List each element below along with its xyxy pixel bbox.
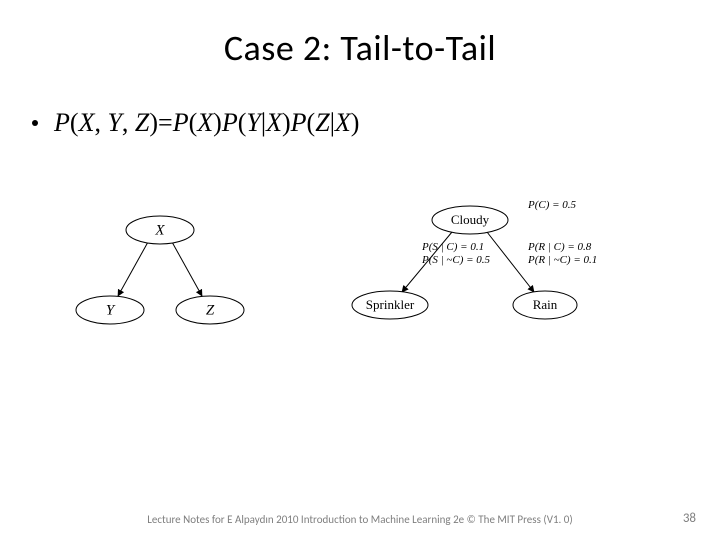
bullet-dot-icon	[32, 120, 38, 126]
footer-citation: Lecture Notes for E Alpaydın 2010 Introd…	[0, 513, 720, 526]
bullet-row: P(X, Y, Z)=P(X)P(Y|X)P(Z|X)	[32, 108, 720, 138]
probability-formula: P(X, Y, Z)=P(X)P(Y|X)P(Z|X)	[54, 108, 359, 138]
dag-left: X Y Z	[70, 200, 270, 360]
edge-x-z	[172, 242, 202, 296]
page-title: Case 2: Tail-to-Tail	[0, 0, 720, 70]
node-rain-label: Rain	[533, 297, 558, 312]
prob-pr2: P(R | ~C) = 0.1	[527, 254, 597, 266]
edge-x-y	[118, 242, 148, 296]
node-sprinkler-label: Sprinkler	[366, 297, 415, 312]
dag-right: Cloudy Sprinkler Rain P(C) = 0.5 P(S | C…	[330, 190, 660, 350]
node-z-label: Z	[206, 302, 215, 318]
prob-ps1: P(S | C) = 0.1	[421, 241, 484, 253]
edge-cloudy-rain	[487, 232, 534, 292]
node-cloudy-label: Cloudy	[451, 212, 490, 227]
diagram-area: X Y Z Cloudy Sprinkler Rain P(C) =	[60, 190, 660, 430]
prob-ps2: P(S | ~C) = 0.5	[421, 254, 491, 266]
page-number: 38	[683, 511, 696, 526]
node-x-label: X	[154, 222, 165, 238]
prob-pc: P(C) = 0.5	[527, 199, 577, 211]
prob-pr1: P(R | C) = 0.8	[527, 241, 592, 253]
slide: Case 2: Tail-to-Tail P(X, Y, Z)=P(X)P(Y|…	[0, 0, 720, 540]
